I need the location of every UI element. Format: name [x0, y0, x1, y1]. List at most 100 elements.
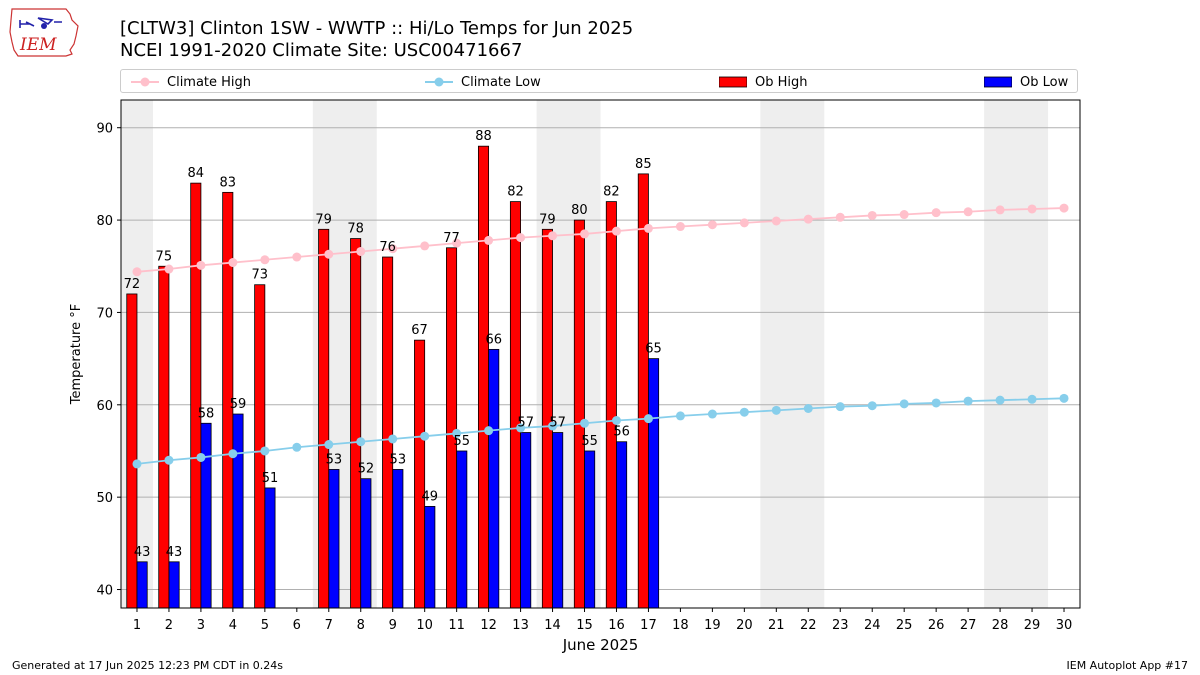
- ob-low-value-label: 55: [453, 434, 470, 449]
- climate-high-point: [164, 264, 174, 274]
- ob-high-value-label: 84: [188, 166, 205, 181]
- y-axis-label: Temperature °F: [69, 304, 84, 405]
- x-tick-label: 17: [640, 618, 657, 633]
- climate-low-point: [899, 399, 909, 409]
- x-tick-label: 10: [416, 618, 433, 633]
- climate-high-point: [580, 229, 590, 239]
- ob-high-bar: [158, 265, 170, 609]
- ob-high-bar: [446, 247, 458, 609]
- ob-high-bar: [190, 182, 202, 609]
- climate-low-line: [136, 397, 1065, 465]
- climate-high-point: [484, 235, 494, 245]
- climate-high-point: [995, 205, 1005, 215]
- climate-low-point: [803, 403, 813, 413]
- climate-low-point: [260, 446, 270, 456]
- climate-high-point: [803, 214, 813, 224]
- climate-high-point: [132, 267, 142, 277]
- climate-low-point: [1027, 394, 1037, 404]
- x-tick-label: 11: [448, 618, 465, 633]
- climate-high-point: [420, 241, 430, 251]
- ob-high-value-label: 82: [507, 185, 524, 200]
- x-axis-label: June 2025: [562, 636, 639, 654]
- y-tick-label: 90: [96, 122, 113, 137]
- x-tick-label: 28: [992, 618, 1009, 633]
- ob-low-value-label: 57: [549, 416, 566, 431]
- climate-high-point: [963, 207, 973, 217]
- climate-low-point: [643, 414, 653, 424]
- logo-text: IEM: [19, 35, 57, 55]
- climate-low-point: [388, 434, 398, 444]
- ob-high-bar: [414, 339, 426, 609]
- climate-high-point: [867, 210, 877, 220]
- ob-low-value-label: 49: [422, 489, 439, 504]
- climate-high-point: [1059, 203, 1069, 213]
- climate-low-point: [164, 455, 174, 465]
- climate-low-point: [963, 396, 973, 406]
- x-tick-label: 6: [293, 618, 301, 633]
- ob-high-value-label: 75: [156, 249, 173, 264]
- ob-low-bar: [456, 450, 468, 609]
- climate-low-point: [1059, 393, 1069, 403]
- ob-low-bar: [232, 413, 244, 609]
- climate-high-point: [771, 216, 781, 226]
- x-tick-label: 21: [768, 618, 785, 633]
- x-tick-label: 20: [736, 618, 753, 633]
- ob-high-bar: [318, 228, 330, 609]
- ob-high-swatch-icon: [719, 76, 747, 88]
- legend-label: Climate Low: [461, 74, 541, 90]
- weekend-shade: [121, 100, 153, 608]
- x-tick-label: 25: [896, 618, 913, 633]
- ob-high-bar: [254, 284, 266, 609]
- climate-low-point: [484, 426, 494, 436]
- ob-high-value-label: 72: [124, 277, 141, 292]
- ob-low-bar: [200, 422, 212, 609]
- footer-generated: Generated at 17 Jun 2025 12:23 PM CDT in…: [12, 659, 284, 672]
- ob-low-bar: [616, 441, 628, 609]
- x-tick-label: 4: [229, 618, 237, 633]
- ob-high-value-label: 80: [571, 203, 588, 218]
- legend-ob-high: Ob High: [719, 73, 808, 91]
- plot-frame: [120, 99, 1081, 609]
- x-tick-label: 12: [480, 618, 497, 633]
- climate-high-point: [675, 222, 685, 232]
- ob-low-value-label: 65: [645, 342, 662, 357]
- ob-high-bar: [222, 191, 234, 609]
- ob-high-bar: [477, 145, 490, 609]
- climate-high-point: [292, 252, 302, 262]
- x-tick-label: 9: [389, 618, 397, 633]
- ob-low-bar: [424, 505, 436, 609]
- weekend-shade: [760, 100, 825, 608]
- climate-high-point: [516, 233, 526, 243]
- ob-high-value-label: 79: [315, 212, 332, 227]
- climate-high-point: [835, 212, 845, 222]
- climate-low-point: [675, 411, 685, 421]
- ob-low-value-label: 56: [613, 425, 630, 440]
- ob-low-value-label: 43: [166, 545, 183, 560]
- ob-high-value-label: 76: [379, 240, 396, 255]
- climate-low-point: [324, 440, 334, 450]
- ob-low-bar: [584, 450, 596, 609]
- chart-title: [CLTW3] Clinton 1SW - WWTP :: Hi/Lo Temp…: [120, 18, 633, 62]
- x-tick-label: 7: [325, 618, 333, 633]
- ob-high-bar: [126, 293, 138, 609]
- climate-low-point: [835, 402, 845, 412]
- ob-high-value-label: 88: [475, 129, 492, 144]
- ob-low-bar: [488, 348, 500, 609]
- climate-high-point: [1027, 204, 1037, 214]
- climate-high-point: [324, 249, 334, 259]
- climate-high-point: [707, 220, 717, 230]
- climate-high-point: [388, 244, 398, 254]
- x-tick-label: 23: [832, 618, 849, 633]
- x-tick-label: 14: [544, 618, 561, 633]
- ob-high-value-label: 79: [539, 212, 556, 227]
- ob-low-swatch-icon: [984, 76, 1012, 88]
- ob-low-value-label: 53: [390, 452, 407, 467]
- climate-high-point: [228, 258, 238, 268]
- ob-low-bar: [520, 432, 532, 609]
- x-tick-label: 29: [1024, 618, 1041, 633]
- ob-low-value-label: 43: [134, 545, 151, 560]
- climate-low-point: [995, 395, 1005, 405]
- climate-high-point: [931, 208, 941, 218]
- ob-low-value-label: 59: [230, 397, 247, 412]
